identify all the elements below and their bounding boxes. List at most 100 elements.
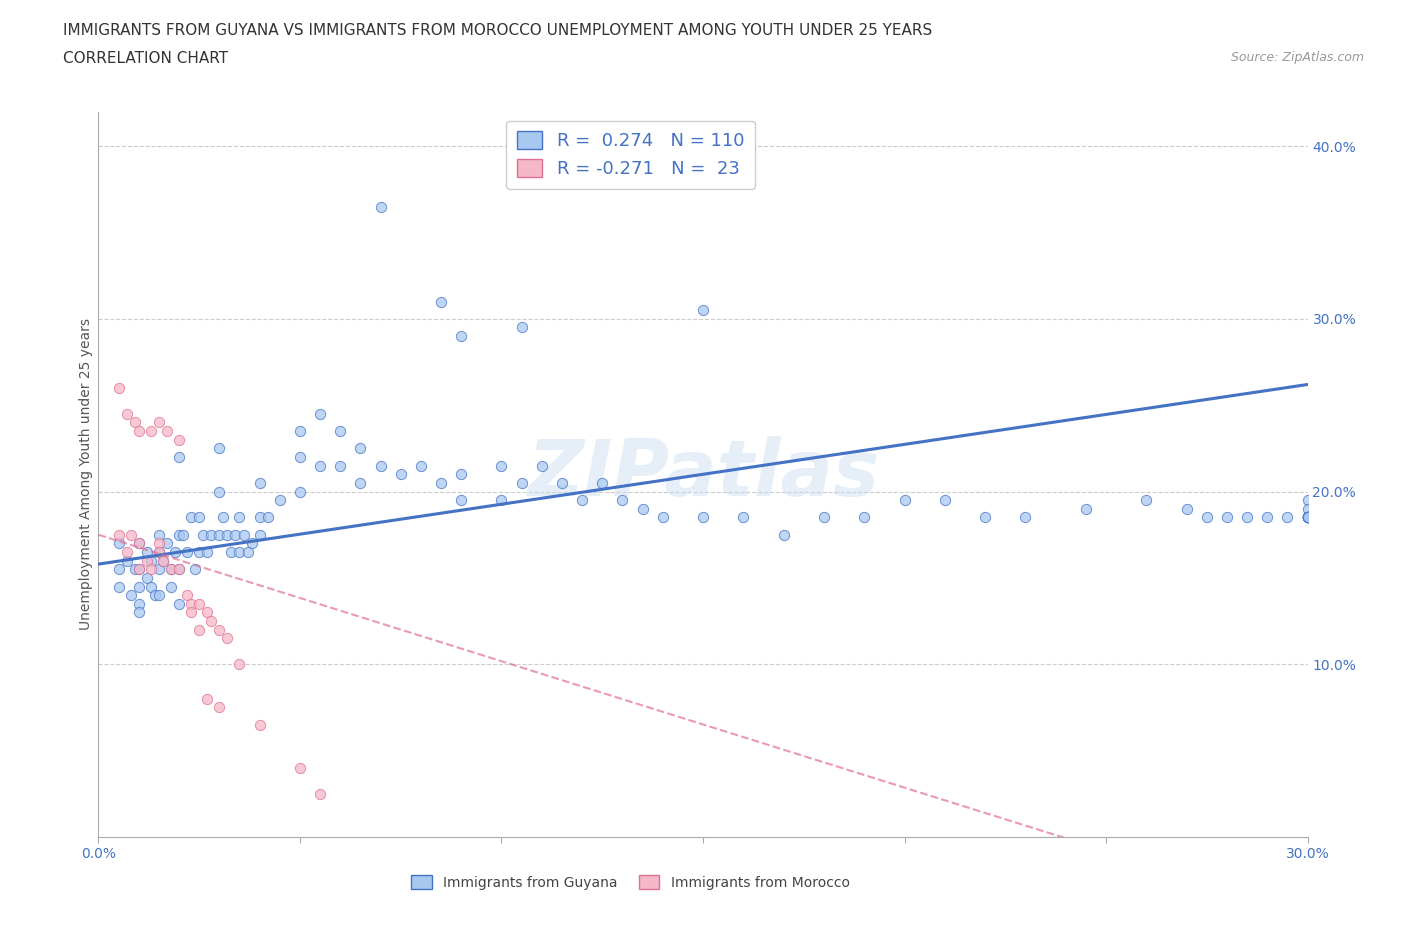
Point: [160, 562, 183, 577]
Point: [450, 467, 472, 482]
Point: [148, 527, 170, 542]
Point: [135, 545, 157, 560]
Point: [430, 475, 453, 490]
Point: [128, 605, 150, 620]
Point: [249, 475, 271, 490]
Point: [1256, 510, 1278, 525]
Point: [974, 510, 997, 525]
Point: [591, 475, 613, 490]
Point: [530, 458, 553, 473]
Point: [450, 328, 472, 343]
Point: [309, 458, 332, 473]
Point: [156, 536, 179, 551]
Point: [167, 596, 190, 611]
Point: [200, 527, 222, 542]
Point: [163, 545, 186, 560]
Point: [1296, 510, 1319, 525]
Point: [120, 527, 142, 542]
Point: [188, 596, 211, 611]
Point: [571, 493, 593, 508]
Point: [124, 562, 146, 577]
Point: [128, 536, 150, 551]
Point: [1277, 510, 1299, 525]
Point: [148, 536, 170, 551]
Text: IMMIGRANTS FROM GUYANA VS IMMIGRANTS FROM MOROCCO UNEMPLOYMENT AMONG YOUTH UNDER: IMMIGRANTS FROM GUYANA VS IMMIGRANTS FRO…: [63, 23, 932, 38]
Point: [167, 449, 190, 464]
Point: [1014, 510, 1036, 525]
Point: [180, 510, 202, 525]
Point: [135, 570, 157, 585]
Point: [160, 579, 183, 594]
Point: [288, 761, 311, 776]
Point: [1296, 493, 1319, 508]
Point: [167, 527, 190, 542]
Point: [139, 562, 162, 577]
Point: [934, 493, 956, 508]
Point: [491, 493, 513, 508]
Point: [184, 562, 207, 577]
Point: [107, 527, 129, 542]
Point: [217, 527, 239, 542]
Point: [115, 406, 138, 421]
Point: [1175, 501, 1198, 516]
Point: [1216, 510, 1239, 525]
Point: [221, 545, 243, 560]
Point: [208, 700, 231, 715]
Point: [217, 631, 239, 645]
Point: [240, 536, 263, 551]
Point: [188, 545, 211, 560]
Point: [188, 510, 211, 525]
Point: [491, 458, 513, 473]
Point: [212, 510, 235, 525]
Point: [115, 545, 138, 560]
Point: [180, 605, 202, 620]
Y-axis label: Unemployment Among Youth under 25 years: Unemployment Among Youth under 25 years: [79, 318, 93, 631]
Point: [1296, 510, 1319, 525]
Point: [349, 475, 371, 490]
Point: [1296, 510, 1319, 525]
Text: CORRELATION CHART: CORRELATION CHART: [63, 51, 228, 66]
Point: [135, 553, 157, 568]
Point: [1296, 510, 1319, 525]
Point: [148, 545, 170, 560]
Point: [309, 787, 332, 802]
Point: [1135, 493, 1157, 508]
Point: [107, 380, 129, 395]
Point: [1296, 501, 1319, 516]
Point: [510, 320, 533, 335]
Point: [450, 493, 472, 508]
Point: [249, 510, 271, 525]
Text: ZIPatlas: ZIPatlas: [527, 436, 879, 512]
Point: [152, 553, 174, 568]
Point: [107, 579, 129, 594]
Point: [1074, 501, 1097, 516]
Point: [1296, 510, 1319, 525]
Point: [193, 527, 215, 542]
Point: [329, 424, 352, 439]
Point: [188, 622, 211, 637]
Point: [228, 510, 250, 525]
Point: [1296, 510, 1319, 525]
Point: [692, 303, 714, 318]
Point: [551, 475, 574, 490]
Point: [180, 596, 202, 611]
Point: [370, 199, 392, 214]
Point: [128, 536, 150, 551]
Point: [692, 510, 714, 525]
Point: [115, 553, 138, 568]
Point: [329, 458, 352, 473]
Point: [128, 424, 150, 439]
Point: [208, 622, 231, 637]
Point: [1296, 510, 1319, 525]
Point: [269, 493, 291, 508]
Point: [139, 553, 162, 568]
Point: [510, 475, 533, 490]
Point: [236, 545, 259, 560]
Point: [1296, 510, 1319, 525]
Point: [309, 406, 332, 421]
Point: [176, 588, 198, 603]
Point: [409, 458, 432, 473]
Point: [1236, 510, 1258, 525]
Point: [228, 657, 250, 671]
Point: [208, 441, 231, 456]
